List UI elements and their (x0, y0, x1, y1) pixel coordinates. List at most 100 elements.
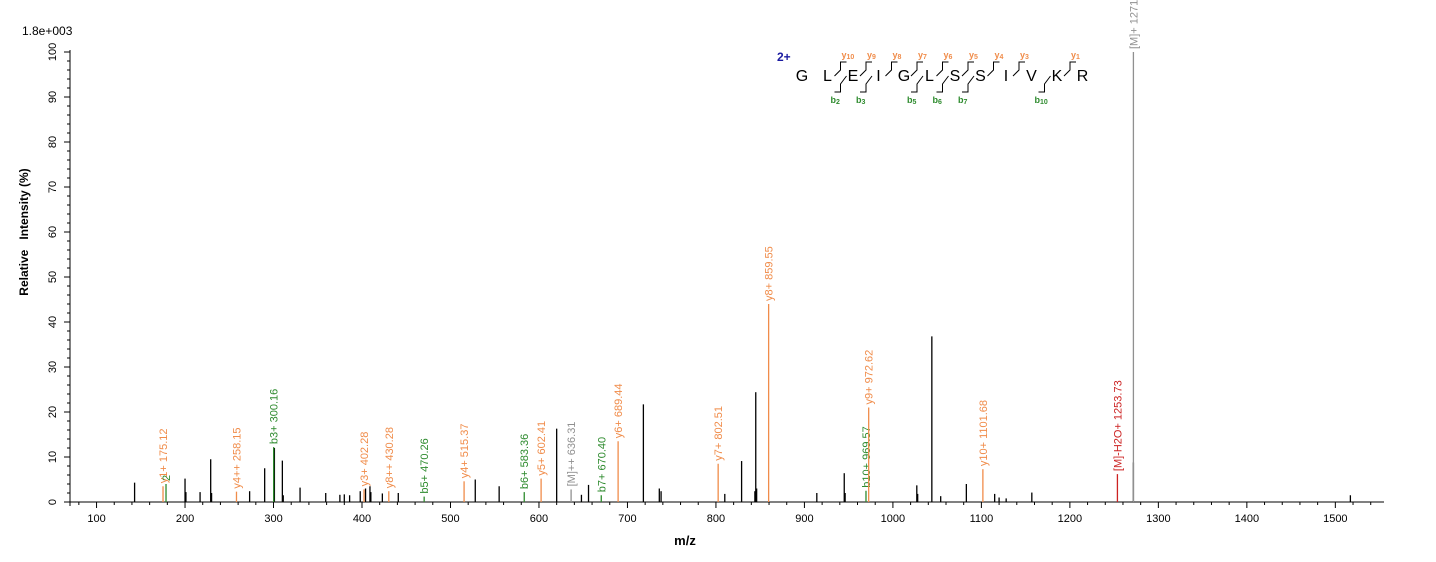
x-tick-label: 700 (618, 513, 636, 525)
y-tick-label: 100 (47, 43, 59, 61)
sequence-residue: R (1077, 68, 1089, 85)
sequence-residue: V (1026, 68, 1037, 85)
sequence-residue: S (975, 68, 986, 85)
y-fragment-label: y7 (918, 50, 927, 61)
y-fragment-subscript: 8 (898, 54, 902, 61)
y-fragment-label: y3 (1020, 50, 1029, 61)
b-fragment-label: b6 (933, 95, 943, 106)
sequence-residue: S (950, 68, 961, 85)
y-fragment-subscript: 6 (949, 54, 953, 61)
intensity-scale-label: 1.8e+003 (22, 24, 73, 38)
x-tick-label: 300 (264, 513, 282, 525)
peak-label: [M]+ 1271.80 (1128, 0, 1140, 49)
b-fragment-subscript: 10 (1040, 99, 1048, 106)
b-fragment-marker (936, 75, 949, 93)
y-fragment-subscript: 5 (974, 54, 978, 61)
peak-label: y3+ 402.28 (359, 432, 371, 487)
x-tick-label: 1100 (970, 513, 994, 525)
sequence-residue: L (823, 68, 832, 85)
x-tick-label: 1200 (1058, 513, 1082, 525)
b-fragment-marker (1038, 75, 1051, 93)
b-fragment-label: b3 (856, 95, 866, 106)
b-fragment-marker (962, 75, 975, 93)
x-tick-label: 1500 (1323, 513, 1347, 525)
sequence-residue: I (876, 68, 880, 85)
peak-label: y6+ 689.44 (613, 384, 625, 439)
b-fragment-label: b10 (1035, 95, 1048, 106)
y-fragment-marker (936, 61, 949, 77)
sequence-residue: G (898, 68, 910, 85)
x-tick-label: 1300 (1146, 513, 1170, 525)
peak-label: y4+ 515.37 (459, 424, 471, 479)
peak-label: y9+ 972.62 (864, 350, 876, 405)
b-fragment-marker (911, 75, 924, 93)
x-tick-label: 500 (441, 513, 459, 525)
y-tick-label: 0 (47, 499, 59, 505)
y-fragment-label: y9 (867, 50, 876, 61)
x-tick-label: 800 (707, 513, 725, 525)
y-fragment-marker (987, 61, 1000, 77)
y-fragment-label: y4 (995, 50, 1004, 61)
y-tick-label: 60 (47, 226, 59, 238)
b-fragment-label: b5 (907, 95, 917, 106)
peak-label: y8+ 859.55 (764, 246, 776, 301)
peak-label: b6+ 583.36 (519, 434, 531, 489)
y-fragment-subscript: 3 (1025, 54, 1029, 61)
peak-label: b5+ 470.26 (419, 438, 431, 493)
y-tick-label: 90 (47, 91, 59, 103)
y-fragment-label: y5 (969, 50, 978, 61)
b-fragment-subscript: 6 (938, 99, 942, 106)
y-fragment-marker (1012, 61, 1025, 77)
peak-label: b3+ 300.16 (269, 389, 281, 444)
y-fragment-marker (834, 61, 847, 77)
b-fragment-marker (860, 75, 873, 93)
sequence-residue: G (796, 68, 808, 85)
y-fragment-subscript: 7 (923, 54, 927, 61)
y-fragment-subscript: 4 (1000, 54, 1004, 61)
y-fragment-marker (1063, 61, 1076, 77)
y-tick-label: 10 (47, 451, 59, 463)
b-fragment-subscript: 3 (862, 99, 866, 106)
x-tick-label: 100 (87, 513, 105, 525)
b-fragment-subscript: 5 (913, 99, 917, 106)
plot-area: 100 200 300 400 500 600 700 800 900 1000 1100 1200 1… (47, 0, 1384, 525)
peak-label: y4++ 258.15 (231, 427, 243, 488)
peak-label: y10+ 1101.68 (978, 400, 990, 466)
y-tick-label: 20 (47, 406, 59, 418)
x-axis-title: m/z (674, 533, 696, 548)
b-fragment-subscript: 7 (964, 99, 968, 106)
y-fragment-subscript: 9 (872, 54, 876, 61)
b-fragment-label: b2 (831, 95, 841, 106)
peak-label: 2 (161, 475, 173, 481)
peak-label: y1+ 175.12 (158, 429, 170, 484)
sequence-residue: K (1052, 68, 1063, 85)
peak-label: y5+ 602.41 (536, 421, 548, 476)
sequence-residue: E (848, 68, 859, 85)
y-fragment-label: y10 (842, 50, 855, 61)
x-tick-label: 200 (176, 513, 194, 525)
peak-label: b10+ 969.57 (861, 426, 873, 487)
y-fragment-subscript: 1 (1076, 54, 1080, 61)
y-fragment-marker (885, 61, 898, 77)
b-fragment-marker (834, 75, 847, 93)
y-fragment-label: y6 (944, 50, 953, 61)
x-tick-label: 600 (530, 513, 548, 525)
y-tick-label: 50 (47, 271, 59, 283)
y-fragment-label: y8 (893, 50, 902, 61)
y-axis-title: Relative Intensity (%) (17, 168, 31, 295)
y-fragment-subscript: 10 (847, 54, 855, 61)
y-tick-label: 40 (47, 316, 59, 328)
x-tick-label: 400 (353, 513, 371, 525)
b-fragment-label: b7 (958, 95, 968, 106)
peak-label: b7+ 670.40 (596, 437, 608, 492)
peak-label: [M]++ 636.31 (566, 422, 578, 487)
y-tick-label: 80 (47, 136, 59, 148)
sequence-residue: I (1004, 68, 1008, 85)
y-fragment-marker (910, 61, 923, 77)
peak-label: [M]-H2O+ 1253.73 (1112, 380, 1124, 471)
charge-state-label: 2+ (777, 50, 791, 64)
x-tick-label: 1400 (1235, 513, 1259, 525)
y-fragment-label: y1 (1071, 50, 1080, 61)
